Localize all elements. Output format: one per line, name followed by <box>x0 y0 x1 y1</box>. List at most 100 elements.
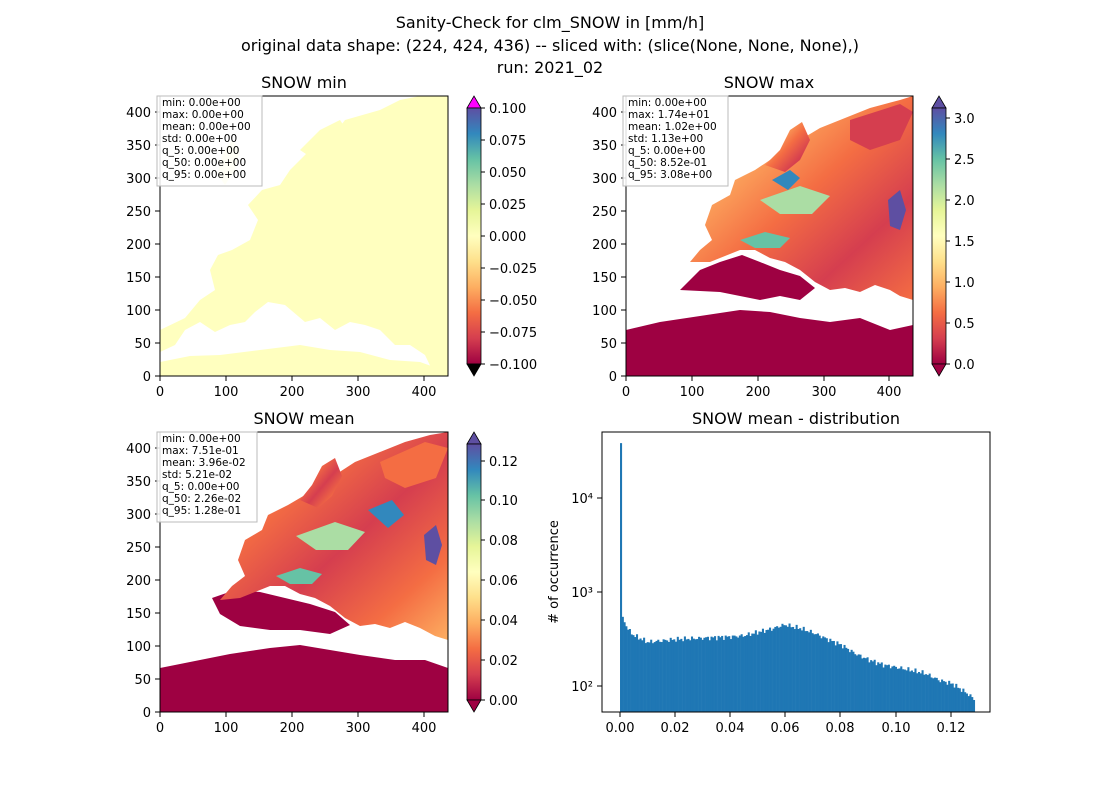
histogram-bar <box>678 639 681 712</box>
y-tick-label: 0 <box>143 706 151 721</box>
histogram-bar <box>644 643 647 712</box>
histogram-bar <box>795 624 798 712</box>
histogram-bar <box>802 626 805 712</box>
histogram-bar <box>659 641 662 712</box>
histogram-bar <box>971 697 974 712</box>
colorbar-tick-label: 0.000 <box>489 230 526 245</box>
colorbar-under-arrow <box>466 363 482 377</box>
y-tick-label: 300 <box>126 172 151 187</box>
y-tick-label: 100 <box>126 304 151 319</box>
histogram-bar <box>637 639 640 712</box>
histogram-bar <box>781 623 784 712</box>
histogram-bar <box>648 642 651 712</box>
histogram-bar <box>960 691 963 712</box>
histogram-bar <box>816 633 819 712</box>
histogram-bar <box>655 640 658 712</box>
stat-line: q_95: 1.28e-01 <box>162 505 241 517</box>
histogram-bar <box>909 671 912 712</box>
histogram-bar <box>962 688 965 712</box>
colorbar-tick-label: 0.100 <box>489 102 526 117</box>
histogram-bar <box>854 654 857 712</box>
panel-title: SNOW mean - distribution <box>692 409 900 428</box>
y-tick-label: 200 <box>126 238 151 253</box>
histogram-bar <box>650 639 653 712</box>
histogram-bar <box>841 648 844 712</box>
histogram-bar <box>680 638 683 712</box>
y-tick-label: 350 <box>126 139 151 154</box>
histogram-bar <box>804 631 807 712</box>
histogram-bar <box>910 670 913 712</box>
axes-frame <box>159 431 449 713</box>
histogram-bar <box>870 660 873 712</box>
histogram-bar <box>848 652 851 712</box>
y-tick-label: 400 <box>592 106 617 121</box>
x-axis: 0 100 200 300 400 <box>156 376 436 400</box>
stat-line: q_50: 0.00e+00 <box>162 157 246 169</box>
histogram-bar <box>903 669 906 712</box>
histogram-bar <box>784 625 788 712</box>
histogram-bar <box>868 662 871 712</box>
histogram-bar <box>683 636 686 712</box>
x-tick-label: 300 <box>346 721 371 736</box>
figure-title-line3: run: 2021_02 <box>497 58 603 78</box>
histogram-bar <box>769 627 772 712</box>
x-tick-label: 0.10 <box>882 721 911 736</box>
histogram-bar <box>875 665 878 712</box>
histogram-bar <box>957 687 960 712</box>
x-tick-label: 200 <box>280 385 305 400</box>
x-tick-label: 100 <box>214 385 239 400</box>
histogram-bar <box>788 623 791 712</box>
histogram-bar <box>923 674 926 712</box>
colorbar-tick-label: 3.0 <box>954 112 975 127</box>
stats-box: min: 0.00e+00 max: 7.51e-01 mean: 3.96e-… <box>156 431 258 523</box>
panel-title: SNOW min <box>261 73 347 92</box>
map-image <box>626 96 913 376</box>
histogram-bar <box>777 627 780 712</box>
histogram-bar <box>671 639 674 712</box>
stat-line: std: 5.21e-02 <box>162 469 232 481</box>
stat-line: max: 7.51e-01 <box>162 445 239 457</box>
histogram-bar <box>949 683 952 712</box>
colorbar: 0.00 0.02 0.04 0.06 0.08 0.10 0.12 <box>466 431 518 713</box>
histogram-bar <box>682 641 685 712</box>
x-tick-label: 0.02 <box>661 721 690 736</box>
y-tick-label: 0 <box>143 370 151 385</box>
histogram-bar <box>809 629 812 712</box>
histogram-bar <box>935 677 938 712</box>
histogram-bar <box>793 629 796 712</box>
histogram-bar <box>797 629 800 712</box>
panel-snow-mean: SNOW mean 0 100 200 300 <box>126 409 518 736</box>
histogram-bar <box>639 638 642 712</box>
histogram-bar <box>694 639 697 712</box>
histogram-bar <box>724 635 727 712</box>
histogram-bar <box>882 667 885 712</box>
figure-title-line1: Sanity-Check for clm_SNOW in [mm/h] <box>396 13 704 33</box>
histogram-bar <box>887 664 890 712</box>
x-tick-label: 100 <box>680 385 705 400</box>
histogram-bar <box>712 637 715 712</box>
histogram-bar <box>776 626 779 712</box>
stat-line: q_50: 2.26e-02 <box>162 493 241 505</box>
histogram-bar <box>627 629 630 712</box>
histogram-bar <box>703 637 706 712</box>
histogram-bar <box>893 665 896 712</box>
stat-line: mean: 0.00e+00 <box>162 121 251 133</box>
histogram-bar <box>783 625 786 712</box>
histogram-bar <box>891 666 894 712</box>
histogram-bar <box>939 682 942 712</box>
histogram-bar <box>847 648 850 712</box>
histogram-bar <box>729 639 733 712</box>
panel-snow-mean-distribution: SNOW mean - distribution 0.00 0.02 0.04 … <box>547 409 991 736</box>
histogram-bar <box>689 640 692 712</box>
histogram-bar <box>969 694 972 712</box>
histogram-bar <box>880 662 883 712</box>
y-tick-label: 250 <box>126 205 151 220</box>
histogram-bar <box>967 696 970 712</box>
histogram-bar <box>621 616 624 712</box>
colorbar-under-arrow <box>931 363 947 377</box>
stat-line: std: 0.00e+00 <box>162 133 237 145</box>
histogram-bar <box>620 443 623 712</box>
x-axis: 0 100 200 300 400 <box>156 712 436 736</box>
histogram-bar <box>761 628 764 712</box>
x-tick-label: 0 <box>622 385 630 400</box>
